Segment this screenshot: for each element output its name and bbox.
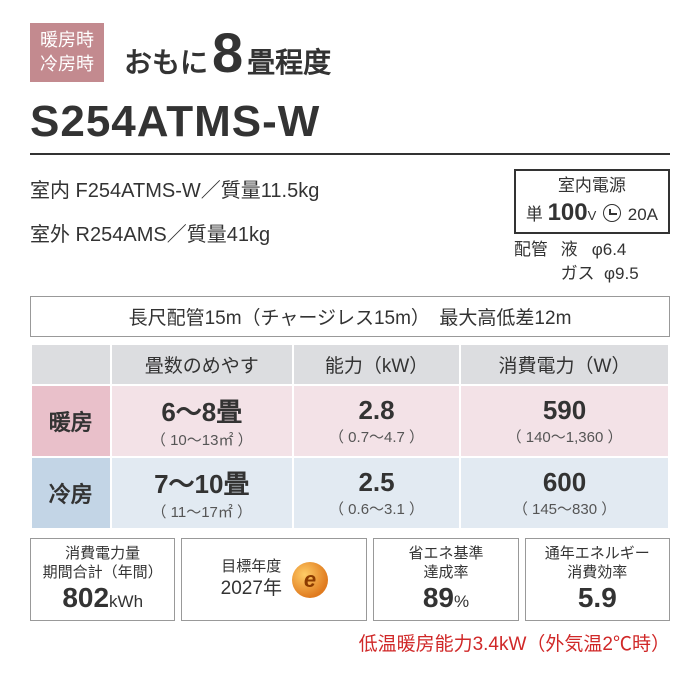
pipe-label: 配管 (514, 238, 556, 262)
row-cooling: 冷房 7～10畳（ 11～17㎡ ） 2.5（ 0.6～3.1 ） 600（ 1… (31, 457, 669, 529)
pipe-liquid-lbl: 液 (561, 240, 578, 259)
power-values: 単 100V 20A (526, 197, 658, 228)
pipe-gas-lbl: ガス (561, 264, 595, 283)
row-heating: 暖房 6～8畳（ 10～13㎡ ） 2.8（ 0.7～4.7 ） 590（ 14… (31, 385, 669, 457)
long-pipe-info: 長尺配管15m（チャージレス15m） 最大高低差12m (30, 296, 670, 337)
power-title: 室内電源 (526, 175, 658, 197)
unit-info: 室内 F254ATMS-W／質量11.5kg 室外 R254AMS／質量41kg (30, 169, 319, 286)
pipe-gas-val: φ9.5 (604, 264, 639, 283)
target-year: 目標年度 2027年 e (181, 538, 367, 622)
footer-note: 低温暖房能力3.4kW（外気温2℃時） (30, 629, 670, 656)
power-amperage: 20A (628, 205, 658, 224)
room-size: おもに 8 畳程度 (124, 20, 331, 85)
th-power: 消費電力（W） (460, 344, 669, 385)
pipe-box: 配管 液 φ6.4 ガス φ9.5 (514, 238, 670, 286)
heat-tatami: 6～8畳（ 10～13㎡ ） (111, 385, 294, 457)
unit-row: 室内 F254ATMS-W／質量11.5kg 室外 R254AMS／質量41kg… (30, 169, 670, 286)
mode-cooling: 冷房時 (40, 53, 94, 76)
size-number: 8 (212, 20, 243, 85)
spec-table: 畳数のめやす 能力（kW） 消費電力（W） 暖房 6～8畳（ 10～13㎡ ） … (30, 343, 670, 530)
cool-power: 600（ 145～830 ） (460, 457, 669, 529)
cool-capacity: 2.5（ 0.6～3.1 ） (293, 457, 460, 529)
power-voltage: 100 (548, 199, 588, 226)
bottom-row: 消費電力量 期間合計（年間） 802kWh 目標年度 2027年 e 省エネ基準… (30, 538, 670, 622)
mode-heating: 暖房時 (40, 29, 94, 52)
annual-consumption: 消費電力量 期間合計（年間） 802kWh (30, 538, 175, 622)
size-prefix: おもに (124, 41, 208, 81)
header-row: 暖房時 冷房時 おもに 8 畳程度 (30, 20, 670, 85)
outdoor-unit: 室外 R254AMS／質量41kg (30, 213, 319, 257)
heat-capacity: 2.8（ 0.7～4.7 ） (293, 385, 460, 457)
power-phase: 単 (526, 205, 543, 224)
mode-badge: 暖房時 冷房時 (30, 23, 104, 82)
heat-label: 暖房 (31, 385, 111, 457)
cool-label: 冷房 (31, 457, 111, 529)
indoor-unit: 室内 F254ATMS-W／質量11.5kg (30, 169, 319, 213)
plug-icon (603, 204, 621, 222)
th-tatami: 畳数のめやす (111, 344, 294, 385)
heat-power: 590（ 140～1,360 ） (460, 385, 669, 457)
size-suffix: 畳程度 (247, 41, 331, 81)
model-number: S254ATMS-W (30, 97, 670, 155)
volt-unit: V (588, 208, 597, 223)
power-box: 室内電源 単 100V 20A (514, 169, 670, 234)
cool-tatami: 7～10畳（ 11～17㎡ ） (111, 457, 294, 529)
efficiency-rate: 省エネ基準 達成率 89% (373, 538, 518, 622)
th-capacity: 能力（kW） (293, 344, 460, 385)
energy-mark-icon: e (292, 562, 328, 598)
pipe-liquid-val: φ6.4 (592, 240, 627, 259)
th-blank (31, 344, 111, 385)
apf: 通年エネルギー 消費効率 5.9 (525, 538, 670, 622)
power-pipe-col: 室内電源 単 100V 20A 配管 液 φ6.4 ガス φ9.5 (514, 169, 670, 286)
